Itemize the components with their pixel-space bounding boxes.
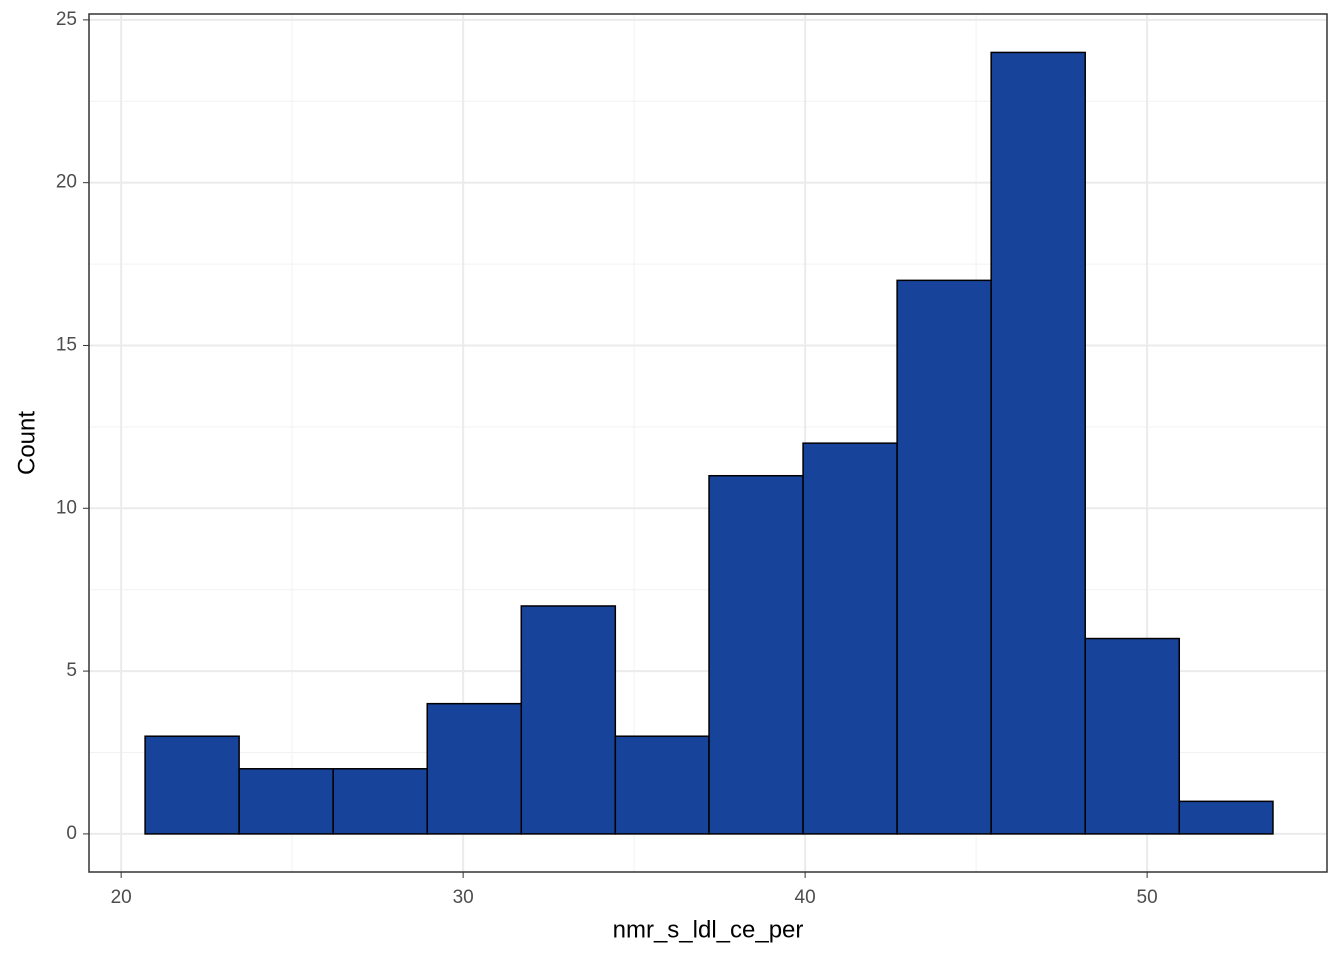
x-tick-label: 40 (795, 887, 816, 908)
y-axis-title: Count (13, 411, 40, 475)
y-tick-label: 20 (56, 172, 77, 193)
bar (1178, 800, 1274, 835)
x-axis-title: nmr_s_ldl_ce_per (613, 916, 804, 943)
x-tick-label: 50 (1137, 887, 1158, 908)
bar (708, 474, 804, 835)
y-tick-label: 10 (56, 497, 77, 518)
y-tick-label: 15 (56, 334, 77, 355)
y-tick-label: 0 (66, 823, 77, 844)
bar (614, 735, 710, 835)
bar (802, 442, 898, 835)
bar (426, 702, 523, 835)
x-tick-label: 20 (111, 887, 132, 908)
bar (896, 279, 992, 835)
bar (1084, 637, 1181, 835)
y-tick-label: 25 (56, 9, 77, 30)
panel-border (88, 13, 1328, 873)
bar (990, 51, 1086, 835)
bar (332, 768, 428, 835)
x-tick-label: 30 (453, 887, 474, 908)
bar (520, 605, 617, 835)
bar (238, 768, 334, 835)
bar (144, 735, 240, 835)
y-tick-label: 5 (66, 660, 77, 681)
